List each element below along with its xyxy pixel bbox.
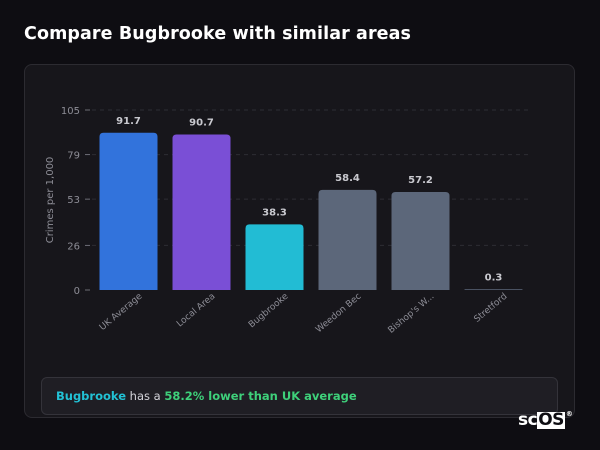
x-tick-label: Local Area [175, 292, 217, 330]
bar [464, 289, 523, 290]
bar-value-label: 91.7 [116, 116, 141, 127]
y-tick-label: 105 [61, 106, 80, 117]
bar [172, 134, 231, 290]
comparison-summary: Bugbrooke has a 58.2% lower than UK aver… [41, 377, 558, 415]
bar-value-label: 58.4 [335, 173, 360, 184]
y-tick-label: 79 [67, 151, 80, 162]
bar [245, 224, 304, 290]
y-axis-label: Crimes per 1,000 [45, 157, 56, 244]
bar [318, 189, 377, 290]
x-tick-label: Stretford [473, 292, 510, 325]
summary-connector-text: has a [126, 389, 165, 403]
x-tick-label: Weedon Bec [314, 292, 363, 336]
summary-difference: 58.2% lower than UK average [164, 389, 357, 403]
y-tick-label: 53 [67, 195, 80, 206]
y-tick-label: 26 [67, 241, 80, 252]
bar-value-label: 57.2 [408, 175, 433, 186]
scos-logo: scOS ® [518, 410, 573, 430]
x-tick-label: Bishop's W... [387, 292, 437, 336]
bar-value-label: 0.3 [485, 272, 503, 283]
x-tick-label: Bugbrooke [247, 291, 291, 330]
page-title: Compare Bugbrooke with similar areas [24, 24, 412, 44]
summary-area-name: Bugbrooke [56, 389, 127, 403]
bar-value-label: 38.3 [262, 207, 287, 218]
bar-value-label: 90.7 [189, 118, 214, 129]
bar [391, 191, 450, 290]
y-tick-label: 0 [74, 286, 80, 297]
x-tick-label: UK Average [98, 291, 145, 333]
bar [99, 132, 158, 290]
